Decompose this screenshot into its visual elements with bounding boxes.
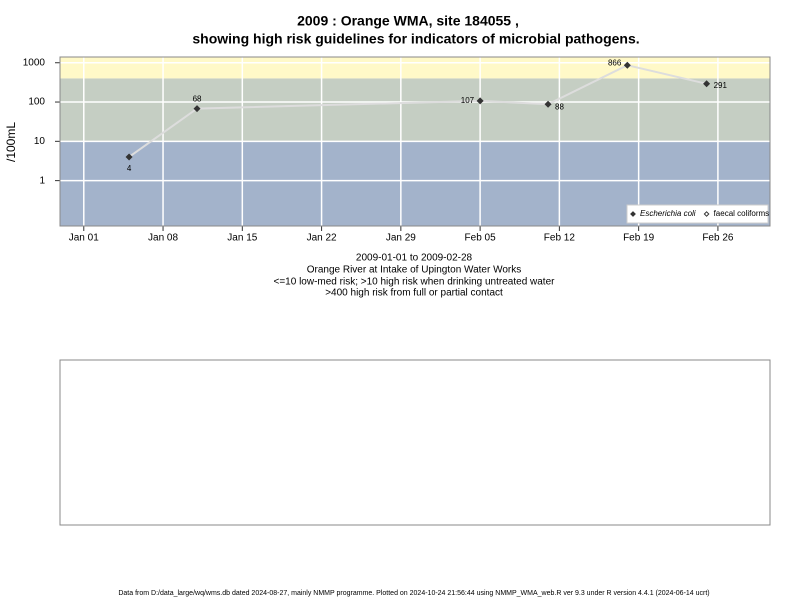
data-point <box>125 153 133 161</box>
risk-band <box>60 57 770 79</box>
data-label: 107 <box>461 96 475 105</box>
series-line <box>128 64 707 158</box>
y-tick-label: 10 <box>34 136 46 147</box>
y-axis-label: /100mL <box>4 122 18 162</box>
y-tick-label: 1 <box>39 175 45 186</box>
data-point <box>623 61 631 69</box>
plot-frame <box>59 56 771 227</box>
note: Orange River at Intake of Upington Water… <box>307 265 522 276</box>
data-point <box>544 100 552 108</box>
x-tick-label: Jan 08 <box>148 233 178 244</box>
x-tick-label: Feb 26 <box>702 233 734 244</box>
x-tick-label: Jan 22 <box>307 233 337 244</box>
note: <=10 low-med risk; >10 high risk when dr… <box>274 277 556 288</box>
legend-marker <box>630 211 636 217</box>
legend-label: faecal coliforms <box>714 209 770 218</box>
x-tick-label: Jan 01 <box>69 233 99 244</box>
legend-label: Escherichia coli <box>640 209 696 218</box>
chart-title-2: showing high risk guidelines for indicat… <box>192 31 639 47</box>
data-point <box>476 97 484 105</box>
x-tick-label: Feb 12 <box>544 233 576 244</box>
data-label: 68 <box>193 95 202 104</box>
data-label: 88 <box>555 102 564 111</box>
x-tick-label: Jan 29 <box>386 233 416 244</box>
data-label: 866 <box>608 58 622 67</box>
y-tick-label: 1000 <box>23 57 46 68</box>
note: 2009-01-01 to 2009-02-28 <box>356 253 473 264</box>
data-label: 4 <box>127 164 132 173</box>
footer: Data from D:/data_large/wq/wms.db dated … <box>118 590 709 597</box>
chart-title: 2009 : Orange WMA, site 184055 , <box>297 13 519 29</box>
data-point <box>193 105 201 113</box>
data-label: 291 <box>714 81 728 90</box>
legend: Escherichia coli faecal coliforms <box>626 204 770 224</box>
empty-panel <box>59 359 771 526</box>
data-point <box>703 80 711 88</box>
x-tick-label: Feb 19 <box>623 233 655 244</box>
x-tick-label: Jan 15 <box>227 233 257 244</box>
note: >400 high risk from full or partial cont… <box>325 288 503 299</box>
x-tick-label: Feb 05 <box>465 233 497 244</box>
risk-band <box>60 78 770 142</box>
legend-box <box>626 204 769 224</box>
legend-marker <box>703 211 710 217</box>
y-tick-label: 100 <box>28 97 45 108</box>
